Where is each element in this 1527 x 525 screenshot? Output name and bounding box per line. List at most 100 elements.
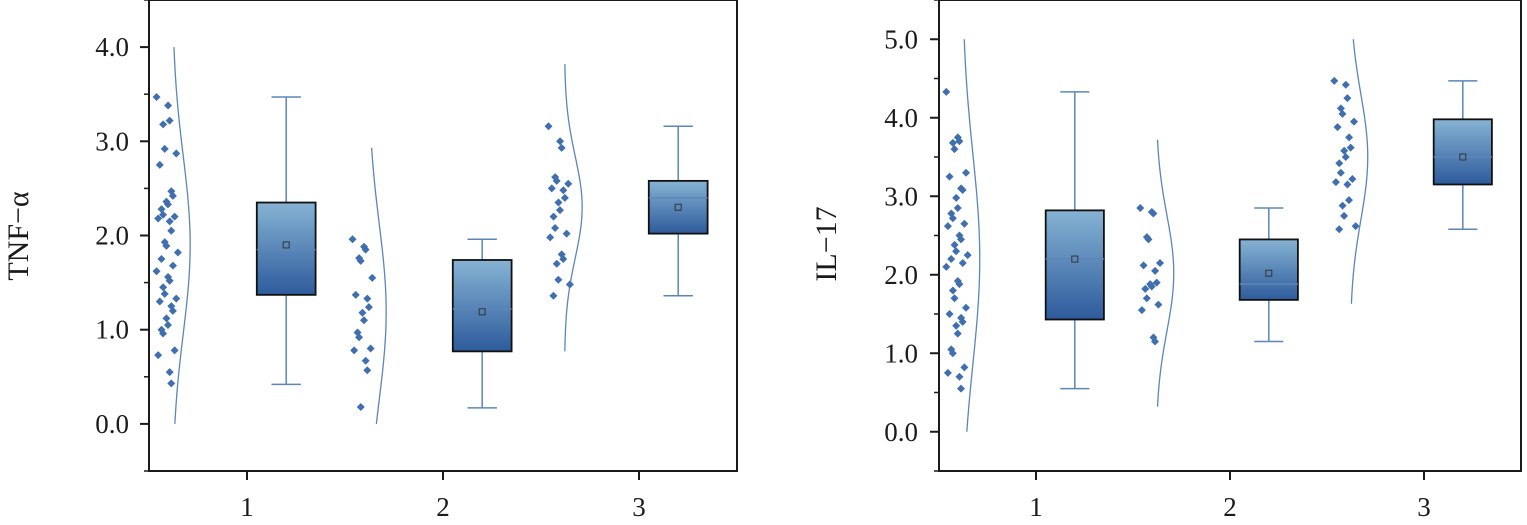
mean-marker xyxy=(1265,269,1273,277)
mean-marker xyxy=(674,203,682,211)
data-point xyxy=(945,310,954,318)
y-tick-label: 1.0 xyxy=(95,315,129,345)
data-point xyxy=(1137,306,1146,315)
data-point xyxy=(546,233,555,242)
group-2: 2 xyxy=(348,147,513,522)
group-3: 3 xyxy=(544,64,709,522)
data-point xyxy=(162,314,171,323)
data-point xyxy=(1333,123,1342,132)
group-2: 2 xyxy=(1136,139,1299,522)
data-point xyxy=(1345,133,1354,142)
data-point xyxy=(560,193,569,202)
y-axis-label: TNF−α xyxy=(2,191,35,281)
data-point xyxy=(165,116,174,125)
group-1: 1 xyxy=(942,39,1105,522)
data-point xyxy=(945,172,954,181)
data-point xyxy=(155,297,164,306)
data-point xyxy=(1335,225,1344,234)
data-point xyxy=(1147,282,1156,291)
data-point xyxy=(167,226,176,235)
data-point xyxy=(165,217,174,226)
x-tick-label: 2 xyxy=(1223,492,1237,522)
data-point xyxy=(549,291,558,300)
iqr-box xyxy=(451,259,513,353)
data-point xyxy=(159,329,168,338)
data-point xyxy=(1139,261,1148,270)
data-point xyxy=(163,320,172,329)
data-point xyxy=(152,267,161,276)
il17-panel: 0.0 1.0 2.0 3.0 4.0 5.0 IL−17 1 2 3 xyxy=(810,0,1522,522)
data-point xyxy=(556,137,565,146)
data-point xyxy=(962,168,971,177)
data-point xyxy=(1151,337,1160,346)
data-point xyxy=(544,122,553,131)
mean-marker xyxy=(478,308,486,316)
data-point xyxy=(554,275,563,284)
data-point xyxy=(953,204,962,213)
data-point xyxy=(167,379,176,388)
y-tick-label: 4.0 xyxy=(95,32,129,62)
data-point xyxy=(1340,146,1349,155)
x-tick-label: 1 xyxy=(1029,492,1043,522)
data-point xyxy=(958,317,967,326)
data-point xyxy=(164,101,173,110)
data-point xyxy=(359,316,368,325)
data-point xyxy=(564,179,573,188)
data-point xyxy=(1345,196,1354,205)
data-point xyxy=(363,294,372,303)
data-point xyxy=(160,289,169,298)
data-point xyxy=(363,366,372,375)
tnf-alpha-panel: 0.0 1.0 2.0 3.0 4.0 TNF−α 1 2 3 xyxy=(2,0,738,522)
y-tick-label: 5.0 xyxy=(884,24,918,54)
plot-frame xyxy=(148,0,738,472)
data-point xyxy=(168,261,177,270)
data-point xyxy=(157,255,166,264)
data-point xyxy=(1154,300,1163,309)
data-point xyxy=(565,280,574,289)
data-point xyxy=(358,308,367,317)
data-point xyxy=(162,241,171,250)
data-point xyxy=(958,258,967,267)
data-point xyxy=(1141,284,1150,293)
data-point xyxy=(957,235,966,244)
data-point xyxy=(1336,168,1345,177)
data-point xyxy=(160,144,169,153)
data-point xyxy=(962,303,971,312)
data-point xyxy=(1346,143,1355,152)
data-point xyxy=(960,219,969,228)
data-point xyxy=(555,206,564,215)
data-point xyxy=(165,368,174,377)
data-point xyxy=(1331,178,1340,187)
data-point xyxy=(168,191,177,200)
data-point xyxy=(547,184,556,193)
distribution-curve xyxy=(370,147,387,424)
iqr-box xyxy=(1432,118,1493,186)
data-point xyxy=(1144,235,1153,244)
data-point xyxy=(948,286,957,295)
data-point xyxy=(957,384,966,393)
data-point xyxy=(955,372,964,381)
data-point xyxy=(950,294,959,303)
data-point xyxy=(1151,266,1160,275)
data-point xyxy=(154,351,163,360)
data-point xyxy=(557,143,566,152)
data-point xyxy=(170,212,179,221)
data-point xyxy=(1142,294,1151,303)
plot-frame xyxy=(938,0,1522,472)
group-3: 3 xyxy=(1330,39,1493,522)
data-point xyxy=(559,186,568,195)
x-tick-label: 2 xyxy=(436,492,450,522)
mean-marker xyxy=(282,241,290,249)
data-point xyxy=(350,346,359,355)
data-point xyxy=(154,214,163,223)
mean-marker xyxy=(1459,153,1467,161)
y-tick-label: 2.0 xyxy=(884,260,918,290)
distribution-curve xyxy=(1350,39,1369,304)
data-point xyxy=(952,321,961,330)
data-point xyxy=(947,255,956,264)
iqr-box xyxy=(1238,238,1299,301)
data-point xyxy=(1149,209,1158,218)
data-point xyxy=(562,229,571,238)
data-point xyxy=(348,235,357,244)
y-axis-label: IL−17 xyxy=(810,206,843,281)
